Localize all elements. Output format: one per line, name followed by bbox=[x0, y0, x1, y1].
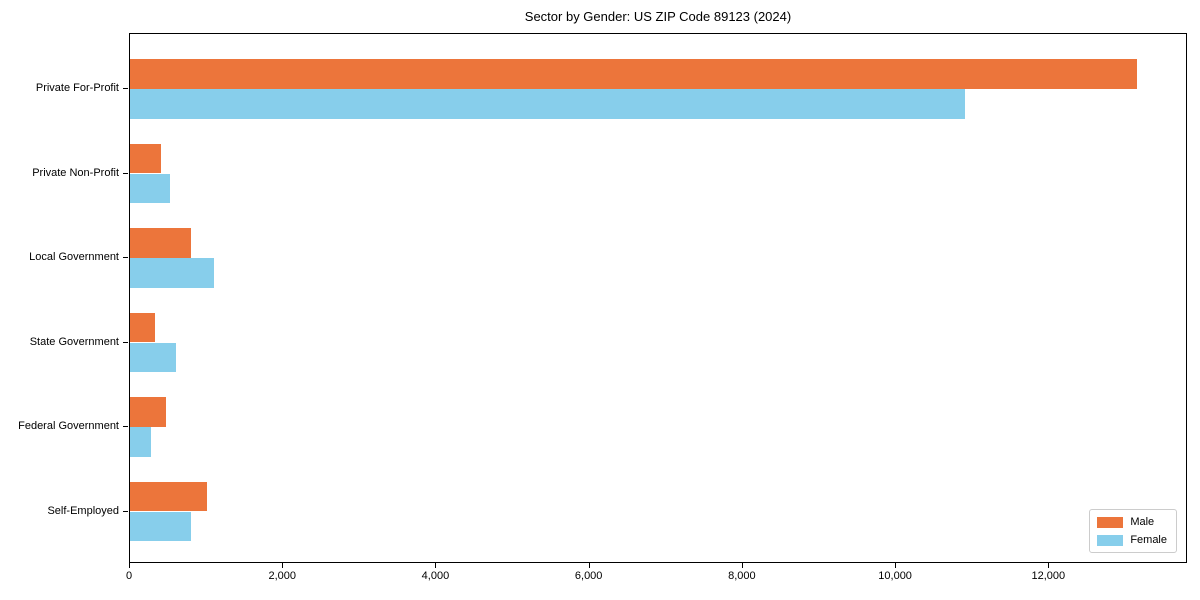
x-tick-mark bbox=[588, 563, 590, 568]
bar-male-state-government bbox=[130, 312, 156, 343]
x-tick-mark bbox=[895, 563, 897, 568]
y-tick-mark bbox=[123, 426, 128, 427]
y-tick-label: Federal Government bbox=[18, 420, 119, 432]
x-tick-label: 6,000 bbox=[574, 570, 603, 582]
x-tick-mark bbox=[1048, 563, 1050, 568]
x-tick-mark bbox=[129, 563, 130, 568]
legend-item-male: Male bbox=[1097, 516, 1167, 528]
x-tick-label: 2,000 bbox=[268, 570, 296, 582]
y-tick-mark bbox=[123, 341, 128, 343]
x-tick-mark bbox=[282, 563, 284, 568]
bar-female-federal-government bbox=[130, 427, 151, 457]
legend-label-male: Male bbox=[1130, 516, 1155, 528]
y-tick-label: Local Government bbox=[29, 251, 119, 263]
x-tick-label: 12,000 bbox=[1031, 570, 1066, 582]
y-tick-mark bbox=[123, 510, 128, 512]
plot-area: Male Female bbox=[129, 33, 1187, 563]
bar-male-local-government bbox=[130, 228, 192, 258]
x-tick-label: 10,000 bbox=[878, 570, 912, 582]
x-tick-mark bbox=[435, 563, 437, 568]
legend-swatch-female bbox=[1097, 534, 1124, 546]
y-tick-label: State Government bbox=[29, 335, 119, 348]
bar-female-private-for-profit bbox=[130, 89, 966, 119]
bar-female-self-employed bbox=[130, 511, 192, 542]
bar-male-private-for-profit bbox=[130, 59, 1138, 89]
y-tick-mark bbox=[123, 172, 128, 174]
x-tick-label: 0 bbox=[125, 570, 133, 582]
y-tick-mark bbox=[123, 257, 128, 258]
legend-label-female: Female bbox=[1130, 534, 1167, 546]
y-tick-label: Self-Employed bbox=[47, 504, 119, 517]
y-tick-label: Private For-Profit bbox=[35, 82, 119, 94]
chart-title: Sector by Gender: US ZIP Code 89123 (202… bbox=[524, 9, 792, 24]
legend-swatch-male bbox=[1097, 516, 1124, 528]
legend-item-female: Female bbox=[1097, 534, 1167, 546]
y-tick-mark bbox=[123, 88, 128, 89]
legend: Male Female bbox=[1089, 509, 1177, 553]
bar-female-private-non-profit bbox=[130, 173, 170, 204]
bar-male-self-employed bbox=[130, 481, 207, 512]
bar-female-local-government bbox=[130, 258, 215, 288]
x-tick-mark bbox=[741, 563, 743, 568]
y-tick-label: Private Non-Profit bbox=[32, 166, 119, 179]
bar-male-private-non-profit bbox=[130, 143, 161, 174]
x-tick-label: 8,000 bbox=[728, 570, 756, 582]
x-tick-label: 4,000 bbox=[421, 570, 450, 582]
bar-female-state-government bbox=[130, 342, 176, 373]
bar-male-federal-government bbox=[130, 397, 166, 427]
